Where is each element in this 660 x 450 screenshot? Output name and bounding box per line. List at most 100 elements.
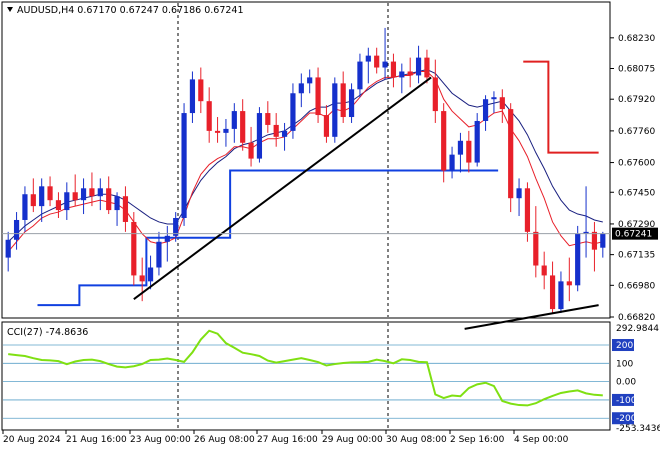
candle-body	[390, 61, 397, 78]
candle-body	[432, 77, 438, 112]
candle-body	[457, 140, 464, 155]
candle-body	[206, 101, 212, 131]
candle	[122, 186, 129, 232]
candle-body	[80, 188, 87, 201]
candle	[214, 117, 221, 143]
cci-tick-label: 100	[616, 359, 633, 369]
candle-body	[281, 130, 288, 137]
price-tick-label: 0.66980	[618, 281, 655, 291]
price-tick-label: 0.67290	[618, 220, 655, 230]
time-tick-label: 29 Aug 00:00	[322, 435, 383, 445]
time-tick-label: 2 Sep 16:00	[450, 435, 505, 445]
candle	[198, 67, 204, 114]
cci-line	[8, 329, 603, 407]
candle	[315, 67, 321, 123]
price-tick-label: 0.68075	[618, 65, 655, 75]
candle	[441, 103, 447, 183]
candle-body	[156, 241, 162, 268]
candle	[173, 212, 179, 242]
candle-body	[424, 57, 430, 78]
candle-body	[64, 192, 70, 211]
candle-body	[248, 142, 254, 159]
candle-body	[533, 231, 539, 266]
candle	[55, 192, 62, 218]
cci-level-badge	[612, 339, 634, 352]
candle-body	[449, 154, 455, 171]
cci-series	[8, 329, 603, 407]
cci-label: CCI(27) -74.8636	[7, 327, 88, 338]
candle-body	[122, 196, 129, 222]
price-tick-label: 0.68230	[618, 34, 655, 44]
candle	[256, 107, 263, 163]
candle	[156, 231, 162, 276]
candle	[365, 47, 371, 84]
candle-body	[198, 79, 204, 102]
candle-body	[89, 188, 95, 197]
trendline	[464, 304, 599, 330]
candle	[374, 47, 380, 74]
price-tick-label: 0.67450	[618, 188, 655, 198]
candle-body	[583, 231, 589, 234]
time-tick-label: 21 Aug 16:00	[66, 435, 127, 445]
candle	[566, 257, 572, 302]
candle-body	[315, 77, 321, 116]
candle	[600, 231, 606, 258]
candle	[357, 53, 363, 98]
candle	[415, 45, 422, 84]
collapse-arrow-icon[interactable]	[7, 7, 13, 12]
candle-body	[231, 111, 237, 129]
candle	[323, 105, 330, 143]
candle-body	[482, 99, 489, 121]
candle	[307, 69, 313, 94]
candle-body	[97, 188, 103, 197]
symbol-header: AUDUSD,H4 0.67170 0.67247 0.67186 0.6724…	[17, 5, 244, 16]
candle	[106, 176, 112, 215]
candle-body	[223, 128, 229, 133]
candle-body	[147, 267, 154, 282]
candle-body	[240, 111, 246, 143]
candle-body	[600, 233, 606, 248]
candle	[80, 178, 87, 215]
candle-body	[407, 71, 413, 76]
candle-body	[189, 79, 196, 114]
candle	[466, 130, 472, 173]
candle-body	[575, 233, 581, 286]
candle-body	[22, 194, 28, 220]
candle	[457, 132, 464, 173]
candle-body	[382, 61, 388, 68]
candle-body	[474, 120, 480, 163]
candle	[147, 255, 154, 290]
candle-body	[72, 192, 78, 201]
candle	[533, 206, 539, 278]
candle-body	[55, 200, 62, 211]
candle-body	[466, 140, 472, 163]
candle-body	[13, 219, 20, 240]
candle	[22, 186, 28, 232]
time-tick-label: 23 Aug 00:00	[130, 435, 191, 445]
main-grid	[177, 3, 389, 317]
candle	[348, 83, 355, 123]
candle	[97, 178, 103, 211]
candle-body	[139, 275, 145, 282]
cci-tick-label: -200	[616, 414, 637, 424]
candle-body	[173, 218, 179, 236]
price-tick-label: 0.67760	[618, 127, 655, 137]
candle-body	[273, 124, 279, 137]
candle	[114, 192, 120, 226]
candle-body	[5, 239, 11, 258]
candle	[474, 113, 480, 167]
candle-body	[340, 83, 346, 118]
cci-level-badge	[612, 412, 634, 425]
candle	[340, 71, 346, 123]
candle	[189, 71, 196, 123]
candlesticks	[5, 27, 606, 314]
candle	[499, 89, 505, 123]
time-tick-label: 20 Aug 2024	[3, 435, 61, 445]
candle	[424, 49, 430, 84]
candle-body	[549, 275, 556, 310]
resistance-step-line	[523, 60, 599, 154]
candle-body	[256, 113, 263, 159]
candle	[273, 113, 279, 147]
candle-body	[30, 194, 36, 207]
